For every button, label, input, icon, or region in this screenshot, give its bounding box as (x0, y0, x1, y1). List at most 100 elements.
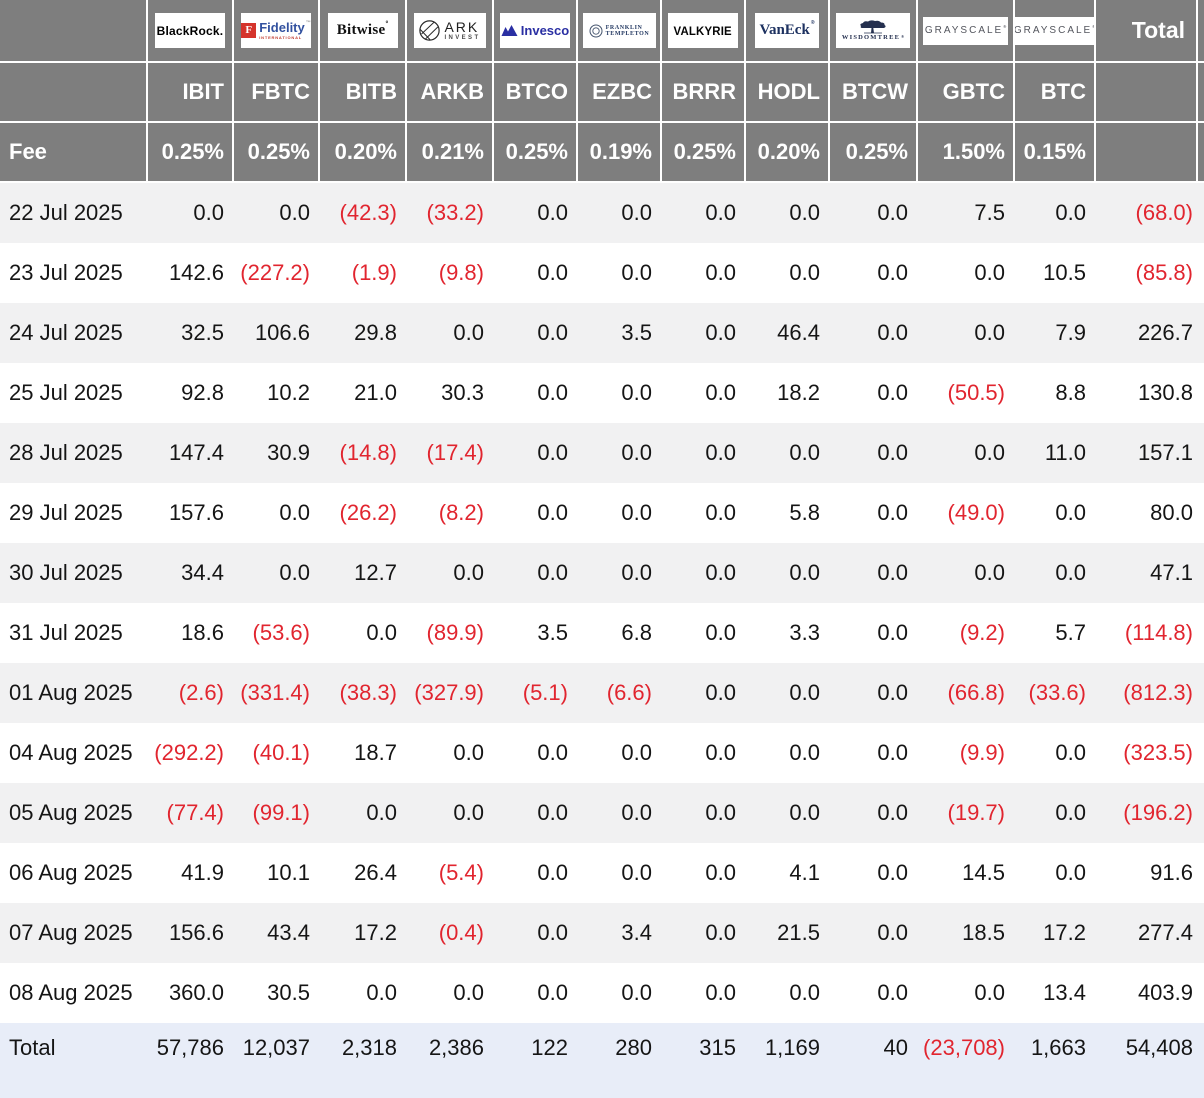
flow-btcw: 0.0 (877, 500, 908, 525)
flow-bitb: (1.9) (351, 260, 397, 285)
flow-brrr: 0.0 (705, 260, 736, 285)
flow-btc: 0.0 (1055, 740, 1086, 765)
flow-ezbc: 0.0 (621, 440, 652, 465)
ticker-btc: BTC (1013, 63, 1094, 121)
total-bitb: 2,318 (341, 1035, 397, 1060)
flow-row: 25 Jul 2025 92.8 10.2 21.0 30.3 0.0 0.0 0.0 18.2… (0, 363, 1204, 423)
flow-hodl: 4.1 (789, 860, 820, 885)
flow-fbtc: 30.5 (267, 980, 310, 1005)
franklin-label: FRANKLIN (605, 24, 643, 31)
flow-hodl: 0.0 (789, 560, 820, 585)
flow-arkb: (0.4) (438, 920, 484, 945)
date-cell: 24 Jul 2025 (9, 320, 123, 345)
fee-btcw: 0.25% (828, 123, 916, 181)
total-arkb: 2,386 (428, 1035, 484, 1060)
date-cell: 06 Aug 2025 (9, 860, 133, 885)
flow-btc: 8.8 (1055, 380, 1086, 405)
flow-row: 01 Aug 2025 (2.6) (331.4) (38.3) (327.9) (5.1… (0, 663, 1204, 723)
flow-ibit: 92.8 (181, 380, 224, 405)
vaneck-wordmark: VanEck (759, 22, 810, 38)
flow-brrr: 0.0 (705, 740, 736, 765)
fee-fbtc: 0.25% (232, 123, 318, 181)
flow-row: 30 Jul 2025 34.4 0.0 12.7 0.0 0.0 0.0 0.0 0.0 0.0… (0, 543, 1204, 603)
header-filler (1196, 63, 1204, 121)
flow-row: 04 Aug 2025 (292.2) (40.1) 18.7 0.0 0.0 0.0 0.0… (0, 723, 1204, 783)
wisdomtree-wordmark: WISDOMTREE (841, 33, 901, 41)
flow-ezbc: 0.0 (621, 740, 652, 765)
ticker-hodl: HODL (744, 63, 828, 121)
fee-btco: 0.25% (492, 123, 576, 181)
flow-fbtc: 106.6 (254, 320, 310, 345)
total-ibit: 57,786 (156, 1035, 224, 1060)
flow-arkb: (89.9) (426, 620, 484, 645)
flow-row-total: 277.4 (1137, 920, 1193, 945)
flow-fbtc: (53.6) (252, 620, 310, 645)
fee-ibit: 0.25% (146, 123, 232, 181)
grand-total: 54,408 (1125, 1035, 1193, 1060)
flow-row: 23 Jul 2025 142.6 (227.2) (1.9) (9.8) 0.0 0.0 0… (0, 243, 1204, 303)
flow-btcw: 0.0 (877, 860, 908, 885)
flow-row: 07 Aug 2025 156.6 43.4 17.2 (0.4) 0.0 3.4 0.0 21… (0, 903, 1204, 963)
total-hodl: 1,169 (764, 1035, 820, 1060)
flow-btco: 0.0 (537, 560, 568, 585)
flow-bitb: (42.3) (339, 200, 397, 225)
flow-row-total: 403.9 (1137, 980, 1193, 1005)
flow-hodl: 3.3 (789, 620, 820, 645)
flow-brrr: 0.0 (705, 380, 736, 405)
flow-ibit: 18.6 (181, 620, 224, 645)
total-btco: 122 (531, 1035, 568, 1060)
header-filler (1196, 0, 1204, 61)
flow-btcw: 0.0 (877, 920, 908, 945)
ticker-fbtc: FBTC (232, 63, 318, 121)
bitwise-logo: Bitwise ° (327, 13, 398, 48)
flow-btc: 13.4 (1043, 980, 1086, 1005)
flow-row-total: 80.0 (1150, 500, 1193, 525)
flow-btco: 0.0 (537, 860, 568, 885)
registered-mark: ® (1003, 23, 1007, 29)
flow-row-total: 226.7 (1137, 320, 1193, 345)
flow-ezbc: 0.0 (621, 260, 652, 285)
wisdomtree-tree-icon (860, 20, 886, 34)
flow-btcw: 0.0 (877, 680, 908, 705)
flow-btc: 5.7 (1055, 620, 1086, 645)
fee-hodl: 0.20% (744, 123, 828, 181)
flow-gbtc: 0.0 (974, 560, 1005, 585)
flow-fbtc: 30.9 (267, 440, 310, 465)
flow-btcw: 0.0 (877, 980, 908, 1005)
flow-arkb: 0.0 (453, 320, 484, 345)
flow-row-total: (812.3) (1123, 680, 1193, 705)
flow-brrr: 0.0 (705, 200, 736, 225)
flow-btcw: 0.0 (877, 740, 908, 765)
flow-fbtc: 0.0 (279, 500, 310, 525)
flow-btcw: 0.0 (877, 320, 908, 345)
date-cell: 01 Aug 2025 (9, 680, 133, 705)
flow-btcw: 0.0 (877, 440, 908, 465)
flow-gbtc: (19.7) (947, 800, 1005, 825)
flow-ibit: 41.9 (181, 860, 224, 885)
flow-gbtc: 7.5 (974, 200, 1005, 225)
date-cell: 07 Aug 2025 (9, 920, 133, 945)
flow-brrr: 0.0 (705, 500, 736, 525)
ticker-btco: BTCO (492, 63, 576, 121)
flow-btco: 0.0 (537, 500, 568, 525)
flow-arkb: (17.4) (426, 440, 484, 465)
flow-ezbc: 0.0 (621, 200, 652, 225)
flow-row-total: (68.0) (1135, 200, 1193, 225)
flow-btc: 17.2 (1043, 920, 1086, 945)
ticker-gbtc: GBTC (916, 63, 1013, 121)
flow-arkb: (5.4) (438, 860, 484, 885)
flow-arkb: 0.0 (453, 740, 484, 765)
flow-hodl: 21.5 (777, 920, 820, 945)
flow-row: 06 Aug 2025 41.9 10.1 26.4 (5.4) 0.0 0.0 0.0 4.1… (0, 843, 1204, 903)
flow-row: 05 Aug 2025 (77.4) (99.1) 0.0 0.0 0.0 0.0 0.0 0.… (0, 783, 1204, 843)
vaneck-logo: VanEck ® (755, 13, 819, 48)
date-cell: 31 Jul 2025 (9, 620, 123, 645)
flow-ibit: 360.0 (168, 980, 224, 1005)
ark-invest-label: INVEST (444, 35, 481, 41)
flow-hodl: 46.4 (777, 320, 820, 345)
flow-fbtc: 10.2 (267, 380, 310, 405)
flow-row-total: (85.8) (1135, 260, 1193, 285)
flow-gbtc: 0.0 (974, 320, 1005, 345)
fidelity-wordmark: Fidelity (259, 20, 305, 36)
fee-row: Fee 0.25% 0.25% 0.20% 0.21% 0.25% 0.19% 0.25% 0.… (0, 123, 1204, 183)
